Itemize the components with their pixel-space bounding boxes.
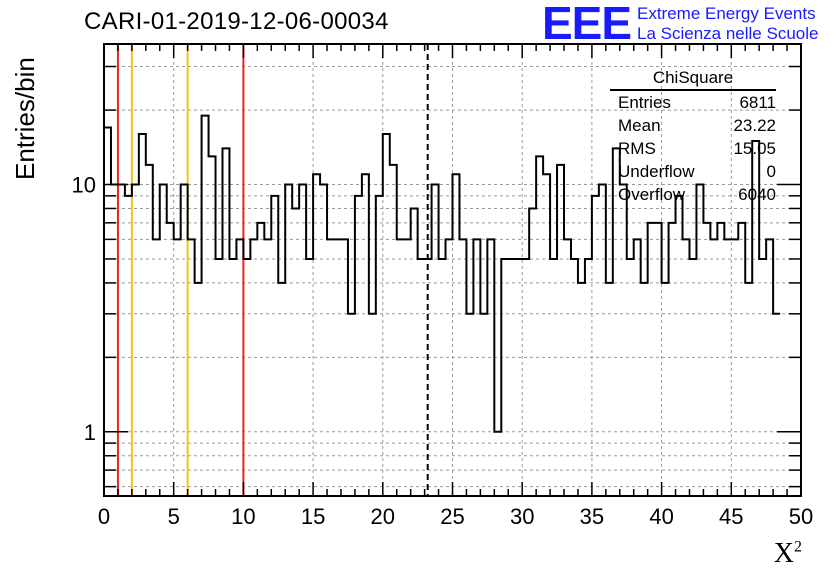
x-tick-label: 25 <box>440 504 464 529</box>
stats-value: 0 <box>766 162 776 181</box>
stats-label: Underflow <box>618 162 695 181</box>
stats-value: 15.05 <box>733 139 776 158</box>
logo-line-1: Extreme Energy Events <box>637 4 816 23</box>
x-tick-label: 20 <box>371 504 395 529</box>
x-axis-label-sup: 2 <box>794 538 802 556</box>
axis-tick-labels: 0 5 10 15 20 25 30 35 40 45 50 1 10 <box>72 173 814 529</box>
stats-row-overflow: Overflow 6040 <box>610 183 776 206</box>
stats-label: RMS <box>618 139 656 158</box>
y-tick-label: 10 <box>72 173 96 198</box>
eee-logo: EEE <box>542 0 632 49</box>
chart-title: CARI-01-2019-12-06-00034 <box>84 8 389 35</box>
x-tick-label: 45 <box>719 504 743 529</box>
x-tick-label: 30 <box>510 504 534 529</box>
stats-row-rms: RMS 15.05 <box>610 137 776 160</box>
histogram-series <box>104 114 781 433</box>
stats-row-entries: Entries 6811 <box>610 91 776 114</box>
stats-label: Overflow <box>618 185 686 204</box>
x-axis-label-text: X <box>773 538 794 569</box>
stats-row-underflow: Underflow 0 <box>610 160 776 183</box>
x-tick-label: 50 <box>789 504 813 529</box>
x-tick-label: 10 <box>231 504 255 529</box>
x-tick-label: 15 <box>301 504 325 529</box>
stats-label: Mean <box>618 116 661 135</box>
y-tick-label: 1 <box>84 420 96 445</box>
marker-lines <box>116 44 429 496</box>
axis-ticks <box>103 44 802 496</box>
stats-title: ChiSquare <box>610 68 776 91</box>
stats-box: ChiSquare Entries 6811 Mean 23.22 RMS 15.05… <box>610 68 776 206</box>
stats-row-mean: Mean 23.22 <box>610 114 776 137</box>
stats-value: 23.22 <box>733 116 776 135</box>
x-tick-label: 40 <box>649 504 673 529</box>
x-tick-label: 5 <box>168 504 180 529</box>
stats-label: Entries <box>618 93 671 112</box>
stats-value: 6811 <box>739 93 776 112</box>
x-tick-label: 0 <box>98 504 110 529</box>
stats-value: 6040 <box>738 185 776 204</box>
y-axis-label-text: Entries/bin <box>10 57 40 180</box>
logo-line-2: La Scienza nelle Scuole <box>637 24 819 43</box>
x-tick-label: 35 <box>580 504 604 529</box>
x-axis-label: X2 <box>774 538 802 570</box>
